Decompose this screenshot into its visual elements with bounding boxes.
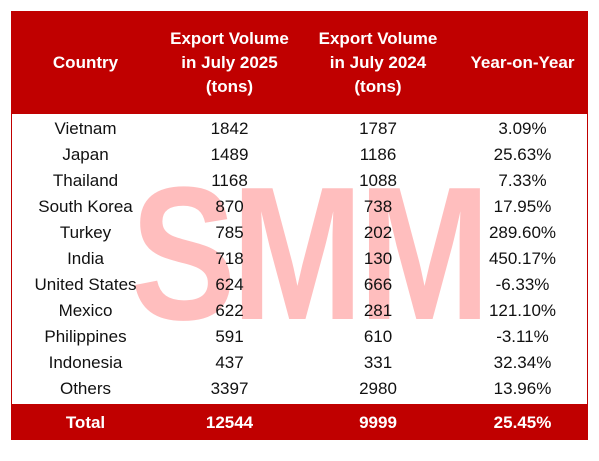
cell-country: Vietnam bbox=[54, 119, 117, 138]
table-row: Indonesia 437 331 32.34% bbox=[12, 350, 587, 376]
cell-volume-2025: 1489 bbox=[210, 145, 249, 164]
header-july-2024-line-3: (tons) bbox=[354, 77, 402, 96]
cell-yoy: 13.96% bbox=[493, 379, 552, 398]
cell-country: Mexico bbox=[58, 301, 113, 320]
table-row: Japan 1489 1186 25.63% bbox=[12, 142, 587, 168]
cell-country: Japan bbox=[62, 145, 109, 164]
table-row: India 718 130 450.17% bbox=[12, 246, 587, 272]
export-volume-table: Country Export Volume in July 2025 (tons… bbox=[12, 12, 587, 439]
cell-volume-2024: 281 bbox=[363, 301, 393, 320]
cell-volume-2025: 1168 bbox=[211, 171, 248, 190]
table-row: Thailand 1168 1088 7.33% bbox=[12, 168, 587, 194]
cell-volume-2024: 1088 bbox=[359, 171, 397, 190]
cell-country: Philippines bbox=[44, 327, 127, 346]
cell-volume-2024: 666 bbox=[363, 275, 393, 294]
cell-volume-2025: 624 bbox=[215, 275, 244, 294]
export-volume-table-container: SMM Country Export Volume in July 2025 (… bbox=[11, 11, 588, 440]
cell-volume-2024: 331 bbox=[363, 353, 393, 372]
header-row: Country Export Volume in July 2025 (tons… bbox=[12, 12, 587, 114]
cell-yoy: 3.09% bbox=[498, 119, 547, 138]
cell-yoy: -6.33% bbox=[495, 275, 550, 294]
header-july-2024: Export Volume in July 2024 (tons) bbox=[300, 12, 456, 114]
header-year-on-year: Year-on-Year bbox=[456, 12, 587, 114]
cell-country: Indonesia bbox=[48, 353, 123, 372]
header-july-2025-line-3: (tons) bbox=[205, 77, 254, 96]
cell-yoy: 450.17% bbox=[488, 249, 557, 268]
table-row: Vietnam 1842 1787 3.09% bbox=[12, 114, 587, 142]
cell-yoy: 32.34% bbox=[493, 353, 552, 372]
cell-volume-2025: 3397 bbox=[210, 379, 249, 398]
cell-volume-2025: 1842 bbox=[210, 119, 249, 138]
total-row: Total 12544 9999 25.45% bbox=[12, 402, 587, 439]
total-volume-2024: 9999 bbox=[300, 402, 456, 439]
cell-country: South Korea bbox=[38, 197, 133, 216]
table-row: Philippines 591 610 -3.11% bbox=[12, 324, 587, 350]
total-volume-2025: 12544 bbox=[159, 402, 300, 439]
cell-yoy: 289.60% bbox=[488, 223, 557, 242]
header-july-2025: Export Volume in July 2025 (tons) bbox=[159, 12, 300, 114]
table-body: Vietnam 1842 1787 3.09% Japan 1489 1186 … bbox=[12, 114, 587, 403]
cell-volume-2024: 738 bbox=[363, 197, 393, 216]
cell-volume-2024: 610 bbox=[363, 327, 393, 346]
cell-volume-2024: 202 bbox=[363, 223, 393, 242]
cell-volume-2024: 2980 bbox=[359, 379, 397, 398]
table-row: United States 624 666 -6.33% bbox=[12, 272, 587, 298]
cell-volume-2024: 130 bbox=[363, 249, 393, 268]
cell-volume-2025: 870 bbox=[215, 197, 244, 216]
cell-volume-2024: 1186 bbox=[359, 145, 397, 164]
table-footer: Total 12544 9999 25.45% bbox=[12, 402, 587, 439]
cell-country: Others bbox=[59, 379, 112, 398]
cell-country: United States bbox=[34, 275, 137, 294]
header-july-2024-line-1: Export Volume bbox=[318, 29, 438, 48]
table-row: Turkey 785 202 289.60% bbox=[12, 220, 587, 246]
header-july-2024-line-2: in July 2024 bbox=[329, 53, 427, 72]
cell-volume-2025: 718 bbox=[215, 249, 244, 268]
table-row: South Korea 870 738 17.95% bbox=[12, 194, 587, 220]
cell-country: Thailand bbox=[52, 171, 119, 190]
cell-country: India bbox=[67, 249, 104, 268]
table-header: Country Export Volume in July 2025 (tons… bbox=[12, 12, 587, 114]
total-yoy: 25.45% bbox=[456, 402, 587, 439]
cell-yoy: -3.11% bbox=[496, 327, 549, 346]
cell-yoy: 121.10% bbox=[488, 301, 557, 320]
cell-volume-2025: 785 bbox=[215, 223, 244, 242]
cell-yoy: 17.95% bbox=[493, 197, 552, 216]
table-row: Others 3397 2980 13.96% bbox=[12, 376, 587, 403]
header-july-2025-line-2: in July 2025 bbox=[181, 53, 278, 72]
cell-volume-2024: 1787 bbox=[359, 119, 397, 138]
total-label: Total bbox=[12, 402, 159, 439]
cell-volume-2025: 437 bbox=[215, 353, 244, 372]
cell-yoy: 7.33% bbox=[498, 171, 547, 190]
cell-volume-2025: 591 bbox=[215, 327, 244, 346]
header-country: Country bbox=[12, 12, 159, 114]
table-row: Mexico 622 281 121.10% bbox=[12, 298, 587, 324]
cell-volume-2025: 622 bbox=[215, 301, 244, 320]
cell-yoy: 25.63% bbox=[493, 145, 552, 164]
cell-country: Turkey bbox=[59, 223, 112, 242]
header-july-2025-line-1: Export Volume bbox=[170, 29, 289, 48]
